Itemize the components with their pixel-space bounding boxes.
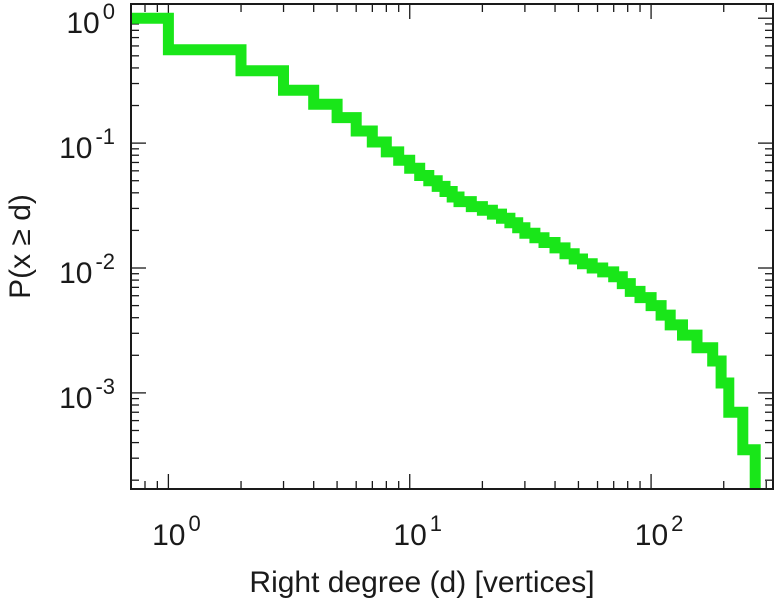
y-tick-label: 10 0 — [66, 0, 115, 40]
y-tick-label: 10 -1 — [59, 124, 115, 165]
tick-labels: 10 0 10 1 10 2 10 0 10 -1 10 -2 10 -3 — [59, 0, 683, 552]
plot-frame — [130, 3, 774, 490]
series-line — [131, 12, 761, 489]
axis-ticks — [130, 4, 773, 489]
x-tick-label: 10 1 — [393, 511, 442, 552]
x-tick-label: 10 0 — [152, 511, 201, 552]
y-tick-label: 10 -3 — [59, 374, 115, 415]
y-axis-label: P(x ≥ d) — [4, 194, 37, 299]
y-tick-label: 10 -2 — [59, 249, 115, 290]
x-tick-label: 10 2 — [635, 511, 684, 552]
x-axis-label: Right degree (d) [vertices] — [249, 566, 594, 599]
